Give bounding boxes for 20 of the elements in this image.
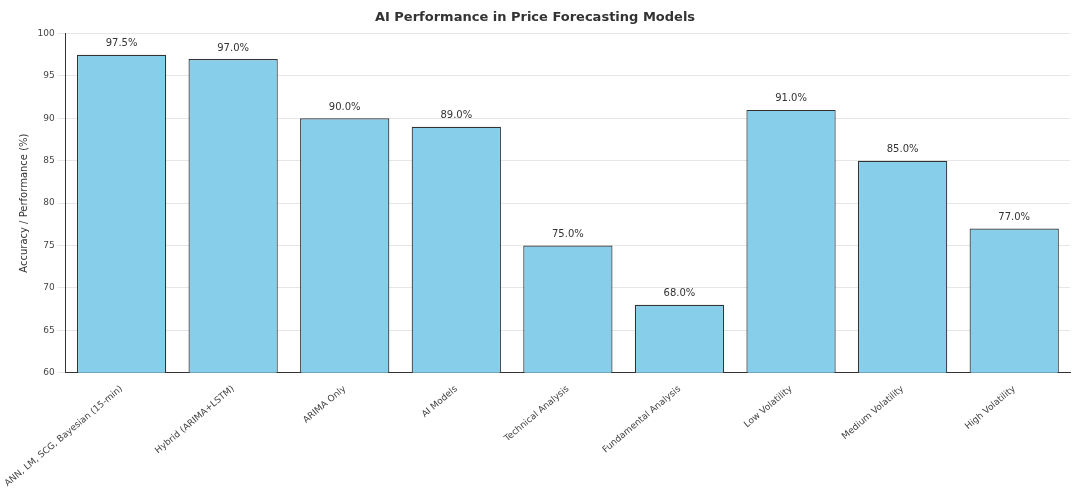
y-tick-label: 80	[43, 197, 56, 208]
data-label: 97.5%	[105, 37, 138, 49]
y-tick-label: 60	[43, 366, 56, 377]
data-label: 85.0%	[886, 143, 919, 155]
y-tick-label: 65	[43, 324, 55, 335]
y-tick-label: 90	[43, 112, 56, 123]
data-label: 97.0%	[217, 41, 250, 53]
data-label: 75.0%	[551, 228, 584, 240]
y-axis-title: Accuracy / Performance (%)	[18, 133, 30, 273]
data-label: 68.0%	[663, 287, 696, 299]
chart-title: AI Performance in Price Forecasting Models	[374, 9, 696, 25]
data-label: 90.0%	[328, 100, 361, 112]
data-label: 91.0%	[775, 92, 807, 104]
data-label: 77.0%	[998, 211, 1031, 223]
y-tick-label: 100	[37, 27, 56, 38]
y-tick-label: 85	[43, 155, 55, 166]
y-tick-label: 95	[43, 70, 55, 81]
data-label: 89.0%	[440, 109, 473, 121]
y-tick-label: 75	[43, 239, 55, 250]
y-tick-label: 70	[43, 282, 56, 293]
